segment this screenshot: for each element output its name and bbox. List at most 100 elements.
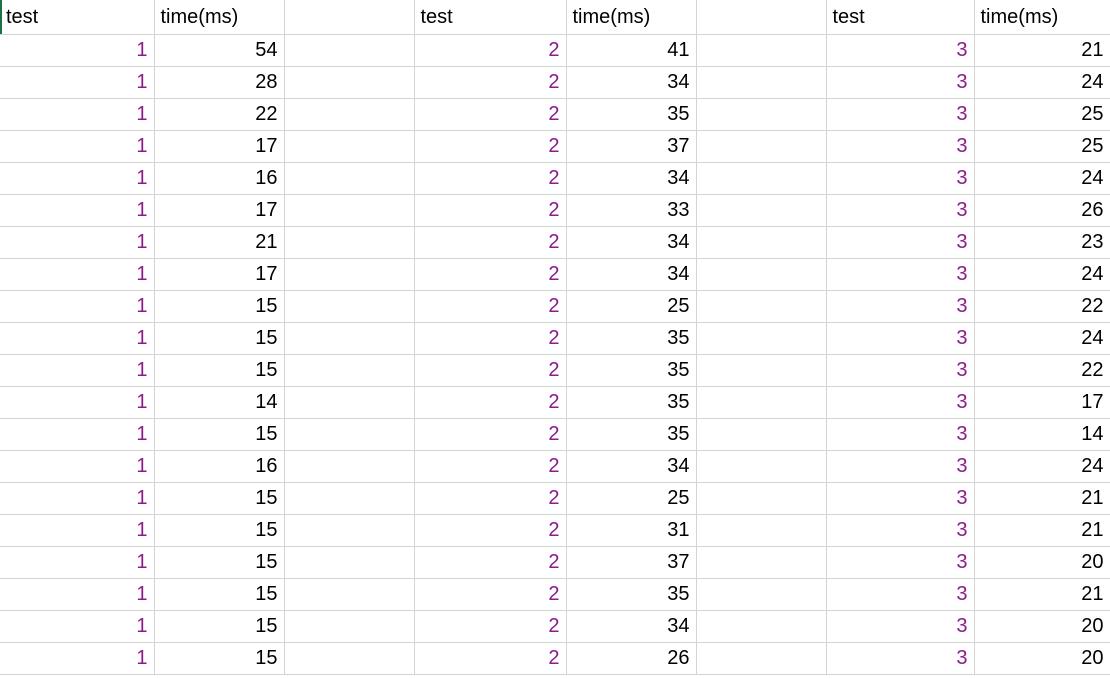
empty-cell[interactable] xyxy=(696,66,827,99)
test-id-cell[interactable]: 3 xyxy=(826,418,975,451)
empty-cell[interactable] xyxy=(284,642,415,675)
test-id-cell[interactable]: 2 xyxy=(414,258,567,291)
test-id-cell[interactable]: 2 xyxy=(414,98,567,131)
header-cell-test[interactable]: test xyxy=(826,0,975,35)
time-ms-cell[interactable]: 25 xyxy=(974,130,1110,163)
empty-cell[interactable] xyxy=(696,98,827,131)
header-cell-time[interactable]: time(ms) xyxy=(154,0,285,35)
test-id-cell[interactable]: 1 xyxy=(0,162,155,195)
test-id-cell[interactable]: 1 xyxy=(0,482,155,515)
time-ms-cell[interactable]: 24 xyxy=(974,66,1110,99)
time-ms-cell[interactable]: 17 xyxy=(154,194,285,227)
time-ms-cell[interactable]: 37 xyxy=(566,130,697,163)
time-ms-cell[interactable]: 21 xyxy=(974,514,1110,547)
test-id-cell[interactable]: 3 xyxy=(826,450,975,483)
test-id-cell[interactable]: 3 xyxy=(826,642,975,675)
test-id-cell[interactable]: 1 xyxy=(0,98,155,131)
empty-cell[interactable] xyxy=(696,226,827,259)
time-ms-cell[interactable]: 14 xyxy=(974,418,1110,451)
test-id-cell[interactable]: 1 xyxy=(0,354,155,387)
time-ms-cell[interactable]: 15 xyxy=(154,418,285,451)
test-id-cell[interactable]: 2 xyxy=(414,66,567,99)
test-id-cell[interactable]: 1 xyxy=(0,34,155,67)
empty-cell[interactable] xyxy=(284,226,415,259)
test-id-cell[interactable]: 3 xyxy=(826,226,975,259)
test-id-cell[interactable]: 1 xyxy=(0,130,155,163)
empty-cell[interactable] xyxy=(284,322,415,355)
test-id-cell[interactable]: 2 xyxy=(414,322,567,355)
time-ms-cell[interactable]: 20 xyxy=(974,642,1110,675)
test-id-cell[interactable]: 2 xyxy=(414,34,567,67)
time-ms-cell[interactable]: 25 xyxy=(566,482,697,515)
empty-cell[interactable] xyxy=(696,34,827,67)
test-id-cell[interactable]: 3 xyxy=(826,66,975,99)
test-id-cell[interactable]: 2 xyxy=(414,514,567,547)
time-ms-cell[interactable]: 20 xyxy=(974,610,1110,643)
time-ms-cell[interactable]: 15 xyxy=(154,514,285,547)
test-id-cell[interactable]: 3 xyxy=(826,98,975,131)
time-ms-cell[interactable]: 23 xyxy=(974,226,1110,259)
test-id-cell[interactable]: 3 xyxy=(826,130,975,163)
test-id-cell[interactable]: 1 xyxy=(0,610,155,643)
empty-cell[interactable] xyxy=(696,642,827,675)
empty-cell[interactable] xyxy=(284,386,415,419)
empty-cell[interactable] xyxy=(696,354,827,387)
time-ms-cell[interactable]: 54 xyxy=(154,34,285,67)
time-ms-cell[interactable]: 15 xyxy=(154,290,285,323)
test-id-cell[interactable]: 2 xyxy=(414,130,567,163)
test-id-cell[interactable]: 2 xyxy=(414,610,567,643)
header-cell-time[interactable]: time(ms) xyxy=(566,0,697,35)
time-ms-cell[interactable]: 28 xyxy=(154,66,285,99)
time-ms-cell[interactable]: 17 xyxy=(974,386,1110,419)
empty-cell[interactable] xyxy=(284,450,415,483)
header-cell-test[interactable]: test xyxy=(0,0,155,35)
time-ms-cell[interactable]: 24 xyxy=(974,162,1110,195)
test-id-cell[interactable]: 3 xyxy=(826,514,975,547)
time-ms-cell[interactable]: 34 xyxy=(566,66,697,99)
test-id-cell[interactable]: 2 xyxy=(414,226,567,259)
test-id-cell[interactable]: 3 xyxy=(826,482,975,515)
empty-cell[interactable] xyxy=(284,610,415,643)
test-id-cell[interactable]: 3 xyxy=(826,194,975,227)
empty-cell[interactable] xyxy=(696,258,827,291)
time-ms-cell[interactable]: 33 xyxy=(566,194,697,227)
time-ms-cell[interactable]: 41 xyxy=(566,34,697,67)
time-ms-cell[interactable]: 35 xyxy=(566,98,697,131)
test-id-cell[interactable]: 2 xyxy=(414,386,567,419)
time-ms-cell[interactable]: 15 xyxy=(154,482,285,515)
empty-cell[interactable] xyxy=(284,418,415,451)
test-id-cell[interactable]: 2 xyxy=(414,642,567,675)
time-ms-cell[interactable]: 35 xyxy=(566,386,697,419)
test-id-cell[interactable]: 3 xyxy=(826,354,975,387)
time-ms-cell[interactable]: 24 xyxy=(974,258,1110,291)
time-ms-cell[interactable]: 15 xyxy=(154,642,285,675)
time-ms-cell[interactable]: 34 xyxy=(566,450,697,483)
empty-cell[interactable] xyxy=(284,194,415,227)
test-id-cell[interactable]: 3 xyxy=(826,290,975,323)
test-id-cell[interactable]: 3 xyxy=(826,258,975,291)
time-ms-cell[interactable]: 31 xyxy=(566,514,697,547)
time-ms-cell[interactable]: 37 xyxy=(566,546,697,579)
time-ms-cell[interactable]: 14 xyxy=(154,386,285,419)
empty-cell[interactable] xyxy=(284,354,415,387)
time-ms-cell[interactable]: 24 xyxy=(974,450,1110,483)
empty-cell[interactable] xyxy=(284,34,415,67)
time-ms-cell[interactable]: 35 xyxy=(566,322,697,355)
time-ms-cell[interactable]: 21 xyxy=(974,482,1110,515)
test-id-cell[interactable]: 3 xyxy=(826,610,975,643)
test-id-cell[interactable]: 2 xyxy=(414,450,567,483)
empty-cell[interactable] xyxy=(696,0,827,35)
empty-cell[interactable] xyxy=(284,0,415,35)
test-id-cell[interactable]: 2 xyxy=(414,578,567,611)
time-ms-cell[interactable]: 25 xyxy=(566,290,697,323)
time-ms-cell[interactable]: 15 xyxy=(154,322,285,355)
empty-cell[interactable] xyxy=(284,546,415,579)
empty-cell[interactable] xyxy=(696,418,827,451)
empty-cell[interactable] xyxy=(284,162,415,195)
test-id-cell[interactable]: 3 xyxy=(826,34,975,67)
test-id-cell[interactable]: 1 xyxy=(0,66,155,99)
test-id-cell[interactable]: 1 xyxy=(0,514,155,547)
empty-cell[interactable] xyxy=(284,482,415,515)
time-ms-cell[interactable]: 34 xyxy=(566,258,697,291)
